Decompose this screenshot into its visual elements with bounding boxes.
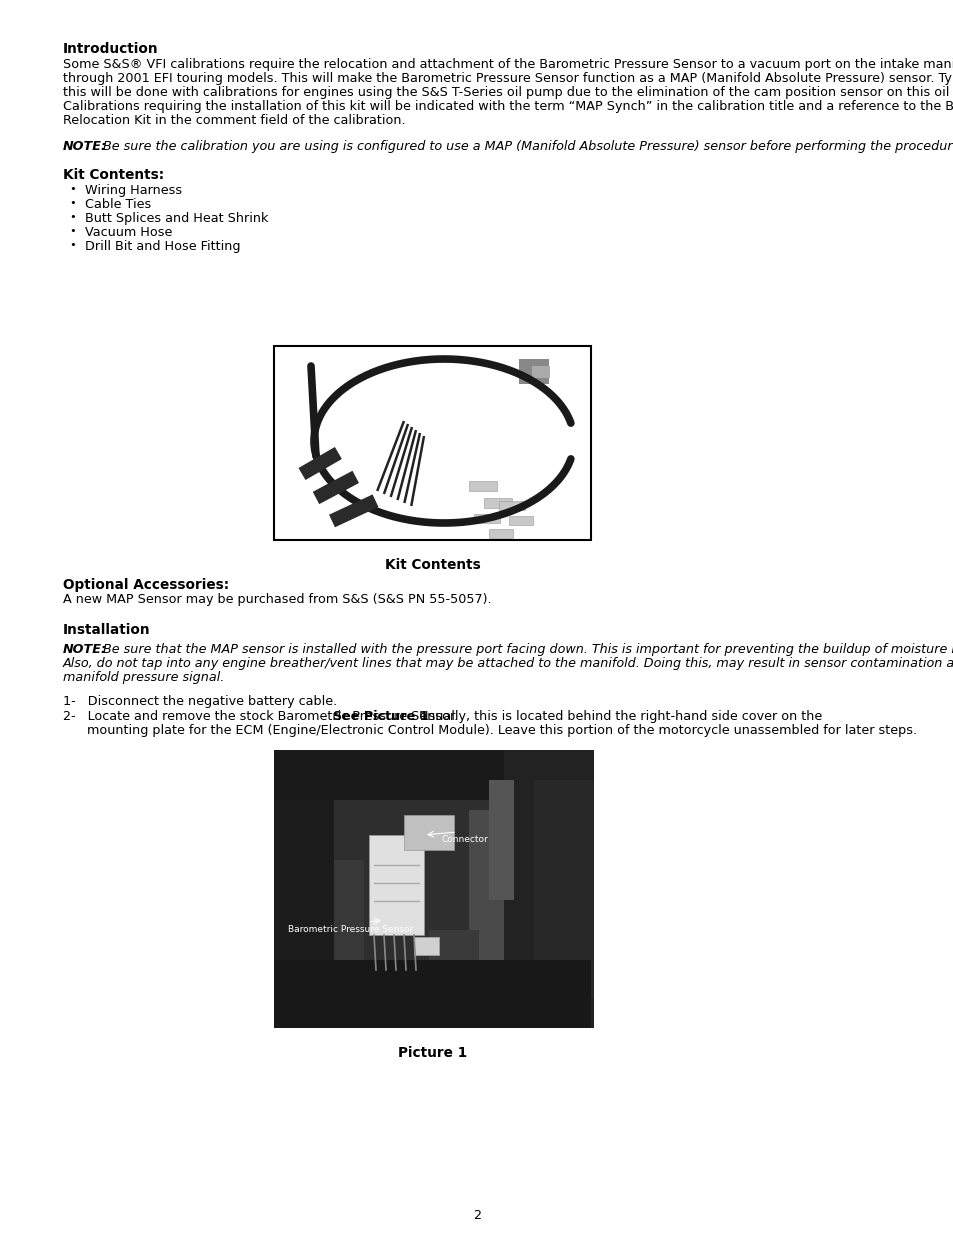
Text: this will be done with calibrations for engines using the S&S T-Series oil pump : this will be done with calibrations for … (63, 86, 953, 99)
Text: Calibrations requiring the installation of this kit will be indicated with the t: Calibrations requiring the installation … (63, 100, 953, 112)
Text: Installation: Installation (63, 622, 151, 637)
Bar (474, 514, 499, 522)
Text: •: • (69, 212, 75, 222)
Bar (369, 835, 423, 935)
Bar (532, 366, 550, 378)
Text: . Usually, this is located behind the right-hand side cover on the: . Usually, this is located behind the ri… (411, 710, 821, 722)
Text: Kit Contents:: Kit Contents: (63, 168, 164, 182)
Text: Vacuum Hose: Vacuum Hose (85, 226, 172, 240)
Text: mounting plate for the ECM (Engine/Electronic Control Module). Leave this portio: mounting plate for the ECM (Engine/Elect… (63, 724, 916, 737)
Bar (429, 930, 478, 960)
Text: NOTE:: NOTE: (63, 140, 107, 153)
Text: through 2001 EFI touring models. This will make the Barometric Pressure Sensor f: through 2001 EFI touring models. This wi… (63, 72, 953, 85)
Text: •: • (69, 226, 75, 236)
Text: NOTE:: NOTE: (63, 643, 107, 656)
Text: Drill Bit and Hose Fitting: Drill Bit and Hose Fitting (85, 240, 240, 253)
Bar (274, 346, 590, 540)
Text: Wiring Harness: Wiring Harness (85, 184, 182, 198)
Text: •: • (69, 198, 75, 207)
Bar (483, 498, 512, 508)
Text: •: • (69, 184, 75, 194)
Text: Barometric Pressure Sensor: Barometric Pressure Sensor (288, 925, 413, 934)
Bar (469, 480, 497, 492)
Text: Butt Splices and Heat Shrink: Butt Splices and Heat Shrink (85, 212, 268, 225)
Text: 1-   Disconnect the negative battery cable.: 1- Disconnect the negative battery cable… (63, 695, 337, 708)
Bar (489, 781, 514, 900)
Text: manifold pressure signal.: manifold pressure signal. (63, 671, 224, 684)
Bar (403, 815, 454, 850)
Text: 2-   Locate and remove the stock Barometric Pressure Sensor.: 2- Locate and remove the stock Barometri… (63, 710, 466, 722)
Text: Picture 1: Picture 1 (397, 1046, 467, 1060)
Bar (274, 960, 590, 1028)
Text: Be sure the calibration you are using is configured to use a MAP (Manifold Absol: Be sure the calibration you are using is… (103, 140, 953, 153)
Text: 2: 2 (473, 1209, 480, 1221)
Text: A new MAP Sensor may be purchased from S&S (S&S PN 55-5057).: A new MAP Sensor may be purchased from S… (63, 593, 491, 606)
Text: Optional Accessories:: Optional Accessories: (63, 578, 229, 592)
Bar (498, 501, 524, 510)
Text: Also, do not tap into any engine breather/vent lines that may be attached to the: Also, do not tap into any engine breathe… (63, 657, 953, 671)
Bar (414, 937, 438, 955)
Bar (469, 810, 503, 960)
Bar (503, 750, 594, 1028)
Bar (274, 750, 590, 1028)
Text: Kit Contents: Kit Contents (384, 558, 480, 572)
Bar (534, 781, 594, 998)
Text: Be sure that the MAP sensor is installed with the pressure port facing down. Thi: Be sure that the MAP sensor is installed… (103, 643, 953, 656)
Text: Cable Ties: Cable Ties (85, 198, 152, 211)
Bar (509, 516, 533, 525)
Text: Some S&S® VFI calibrations require the relocation and attachment of the Barometr: Some S&S® VFI calibrations require the r… (63, 58, 953, 70)
Bar (274, 800, 334, 1028)
Bar (518, 359, 548, 384)
Text: Introduction: Introduction (63, 42, 158, 56)
Bar (489, 529, 513, 538)
Bar (334, 860, 364, 960)
Text: See Picture 1: See Picture 1 (333, 710, 428, 722)
Text: •: • (69, 240, 75, 249)
Bar (274, 750, 590, 800)
Text: Connector: Connector (441, 835, 488, 844)
Text: Relocation Kit in the comment field of the calibration.: Relocation Kit in the comment field of t… (63, 114, 405, 127)
